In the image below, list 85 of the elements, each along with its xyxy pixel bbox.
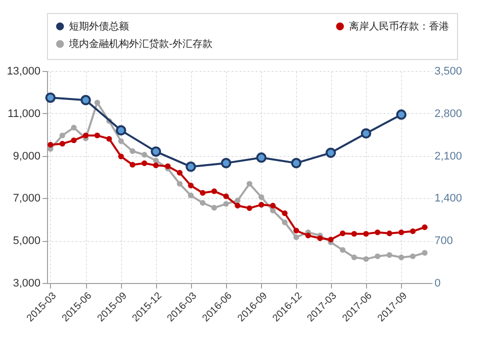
point (82, 132, 89, 138)
point (45, 92, 56, 103)
point (291, 158, 302, 168)
legend-label: 短期外债总额 (69, 20, 129, 32)
point (258, 202, 264, 208)
point (351, 254, 357, 260)
point (386, 252, 392, 258)
y2-tick-label: 2,800 (434, 108, 462, 120)
y-tick-label: 7,000 (12, 192, 40, 205)
point (328, 236, 334, 242)
point (188, 192, 194, 198)
point (142, 152, 148, 158)
point (223, 193, 229, 200)
y2-tick-label: 3,500 (434, 66, 462, 78)
legend-label: 境内金融机构外汇贷款-外汇存款 (68, 38, 212, 50)
y2-tick-label: 0 (434, 278, 441, 290)
point (282, 220, 288, 226)
point (374, 253, 380, 260)
y2-tick-label: 1,400 (434, 192, 462, 205)
point (396, 109, 407, 120)
point (363, 256, 369, 262)
point (200, 200, 206, 206)
legend-label: 离岸人民币存款：香港 (349, 20, 449, 32)
point (317, 235, 323, 242)
point (223, 201, 229, 207)
point (305, 232, 311, 238)
y-tick-label: 5,000 (12, 235, 40, 248)
point (270, 208, 276, 214)
point (422, 224, 428, 230)
point (118, 154, 124, 160)
point (293, 234, 300, 240)
y-tick-label: 9,000 (12, 150, 40, 162)
point (94, 132, 100, 138)
point (220, 158, 232, 168)
point (71, 124, 77, 130)
point (48, 142, 54, 148)
point (188, 182, 194, 188)
point (293, 228, 300, 234)
point (118, 138, 124, 144)
y-tick-label: 3,000 (12, 278, 40, 290)
point (59, 140, 66, 147)
point (398, 229, 404, 236)
point (360, 128, 372, 139)
point (106, 136, 112, 142)
point (130, 162, 136, 168)
y-tick-label: 11,000 (8, 108, 40, 120)
point (326, 148, 336, 158)
point (234, 202, 240, 208)
point (256, 152, 267, 163)
point (59, 132, 66, 138)
point (246, 205, 252, 212)
point (200, 190, 206, 196)
point (211, 204, 218, 211)
y2-tick-label: 700 (434, 235, 453, 248)
point (374, 229, 380, 236)
point (94, 100, 100, 106)
point (386, 230, 392, 236)
point (176, 180, 183, 187)
point (246, 180, 252, 187)
point (270, 202, 276, 208)
point (340, 230, 346, 236)
point (164, 163, 171, 170)
point (153, 162, 159, 168)
point (186, 162, 196, 172)
point (176, 170, 183, 176)
point (340, 247, 346, 253)
point (351, 230, 357, 237)
point (258, 194, 264, 200)
point (150, 146, 162, 157)
point (410, 228, 416, 234)
y-tick-label: 13,000 (6, 66, 40, 78)
point (71, 137, 77, 144)
point (153, 158, 159, 164)
point (80, 94, 91, 106)
point (142, 160, 148, 166)
point (422, 250, 428, 256)
point (282, 210, 288, 216)
point (410, 253, 416, 260)
point (398, 254, 404, 260)
point (116, 125, 126, 136)
point (234, 198, 240, 204)
point (363, 230, 369, 237)
y2-tick-label: 2,100 (434, 150, 462, 162)
point (211, 188, 218, 194)
point (130, 148, 136, 154)
